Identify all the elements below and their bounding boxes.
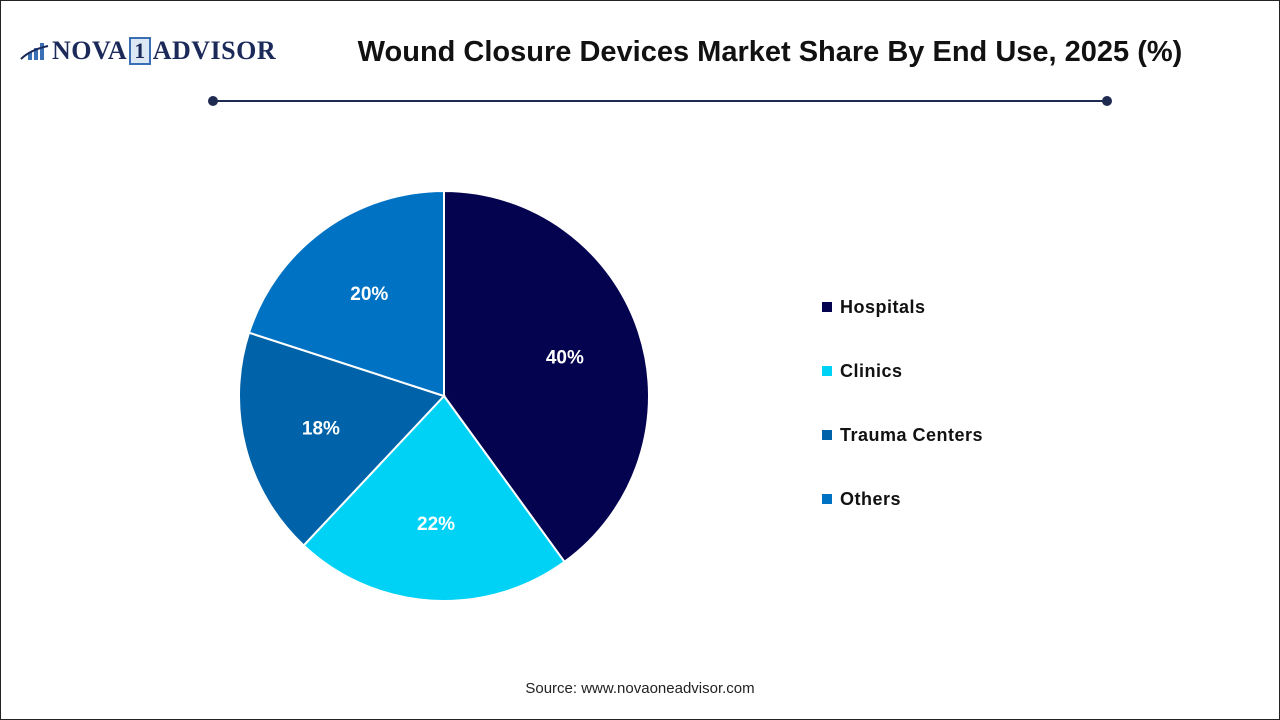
logo-text-left: NOVA xyxy=(52,36,128,65)
legend-swatch xyxy=(822,430,832,440)
logo-bars-icon xyxy=(20,43,49,60)
chart-title: Wound Closure Devices Market Share By En… xyxy=(357,36,1183,68)
legend-label: Trauma Centers xyxy=(840,424,984,445)
legend-item: Hospitals xyxy=(822,296,983,318)
legend-item: Others xyxy=(822,488,983,510)
source-note: Source: www.novaoneadvisor.com xyxy=(525,680,755,697)
legend-label: Clinics xyxy=(840,360,903,381)
logo: NOVA 1 ADVISOR xyxy=(20,36,276,66)
rule-dot-right xyxy=(1102,96,1112,106)
data-label: 22% xyxy=(417,514,455,535)
legend: Hospitals Clinics Trauma Centers Others xyxy=(822,296,983,552)
legend-label: Hospitals xyxy=(840,296,926,317)
legend-swatch xyxy=(822,302,832,312)
legend-swatch xyxy=(822,494,832,504)
data-label: 40% xyxy=(546,348,584,369)
legend-label: Others xyxy=(840,488,902,509)
pie-slice-others xyxy=(247,189,445,398)
legend-item: Trauma Centers xyxy=(822,424,983,446)
logo-mark: 1 xyxy=(129,37,151,65)
data-label: 20% xyxy=(350,284,388,305)
title-rule xyxy=(213,100,1107,102)
data-label: 18% xyxy=(302,419,340,440)
pie-slice-trauma-centers xyxy=(238,331,446,547)
legend-item: Clinics xyxy=(822,360,983,382)
pie-slice-clinics xyxy=(302,394,566,602)
logo-text-right: ADVISOR xyxy=(152,36,277,65)
legend-swatch xyxy=(822,366,832,376)
pie-slice-hospitals xyxy=(443,189,650,564)
